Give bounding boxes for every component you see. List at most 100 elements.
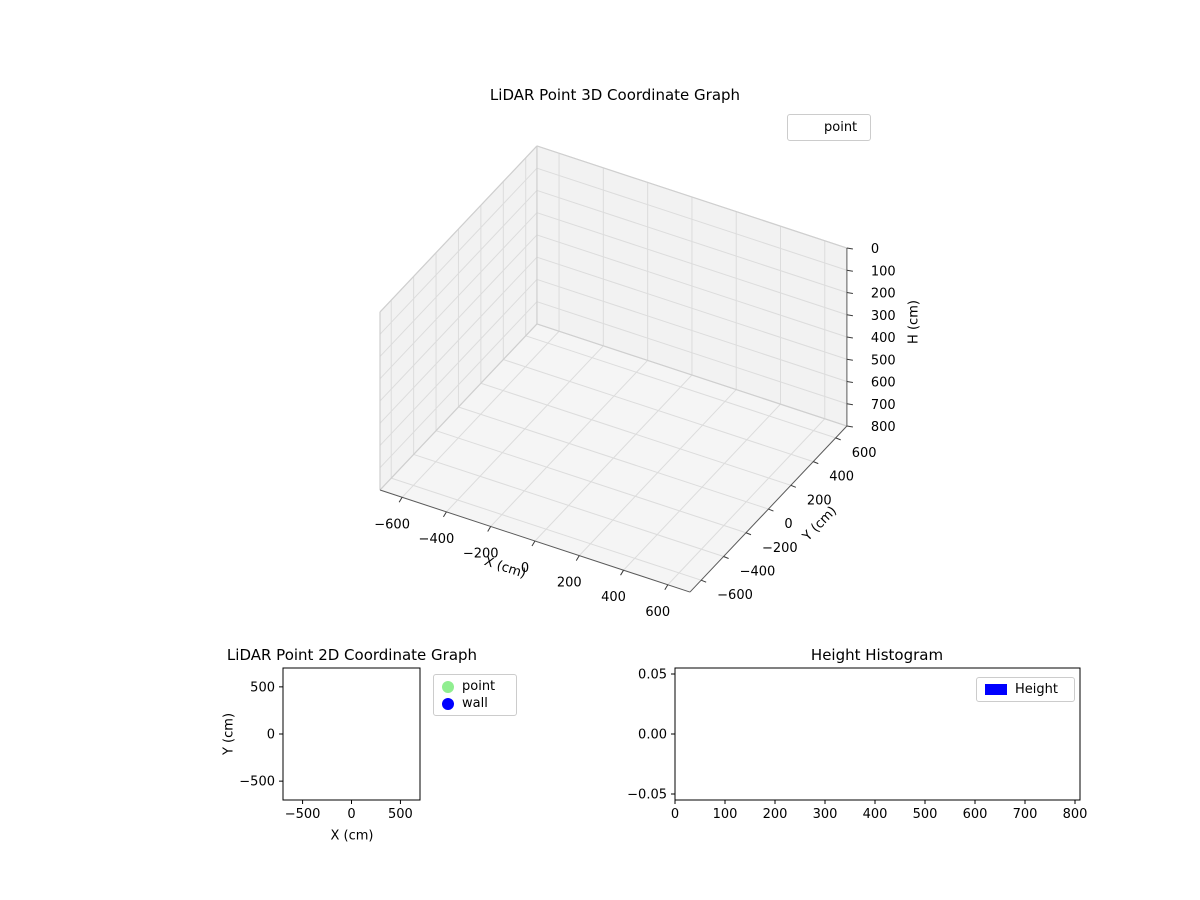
plot3d-title: LiDAR Point 3D Coordinate Graph bbox=[489, 86, 741, 104]
wall-marker-icon bbox=[442, 697, 454, 710]
tick bbox=[531, 540, 536, 547]
tick bbox=[846, 336, 853, 339]
tick bbox=[398, 497, 403, 503]
legend-label: wall bbox=[462, 696, 488, 711]
legend-item-wall: wall bbox=[434, 695, 516, 712]
y-tick-label: 0.05 bbox=[638, 668, 667, 683]
x-tick-label: 300 bbox=[813, 807, 838, 822]
h-tick-label: 700 bbox=[871, 398, 896, 413]
plot3d-legend[interactable]: point bbox=[787, 114, 871, 141]
hist-legend[interactable]: Height bbox=[976, 677, 1075, 702]
plot2d-xlabel: X (cm) bbox=[330, 828, 374, 844]
tick bbox=[768, 508, 774, 512]
x-tick-label: 0 bbox=[521, 561, 529, 576]
point-marker-icon bbox=[796, 122, 816, 134]
gridline bbox=[379, 167, 538, 335]
h-tick-label: 200 bbox=[871, 287, 896, 302]
gridline bbox=[379, 212, 538, 380]
y-tick-label: −0.05 bbox=[627, 788, 667, 803]
y-tick-label: −600 bbox=[717, 588, 753, 603]
axes-frame bbox=[282, 667, 421, 801]
point-marker-icon bbox=[442, 680, 454, 693]
h-tick-label: 400 bbox=[871, 331, 896, 346]
gridline bbox=[379, 256, 538, 424]
tick bbox=[846, 269, 853, 272]
tick bbox=[620, 569, 624, 576]
y-tick-label: −200 bbox=[762, 541, 798, 556]
legend-item-point: point bbox=[434, 678, 516, 695]
tick bbox=[487, 526, 492, 532]
x-tick-label: 200 bbox=[763, 807, 788, 822]
tick bbox=[790, 484, 797, 488]
tick bbox=[745, 532, 752, 536]
x-tick-label: 500 bbox=[913, 807, 938, 822]
x-tick-label: −500 bbox=[285, 807, 321, 822]
x-tick-label: 0 bbox=[347, 807, 355, 822]
plot2d-legend[interactable]: point wall bbox=[433, 674, 517, 716]
tick bbox=[664, 584, 669, 591]
gridline bbox=[536, 278, 848, 382]
pane-edge bbox=[379, 145, 538, 313]
gridline bbox=[536, 301, 848, 405]
gridline bbox=[536, 234, 848, 338]
x-tick-label: 600 bbox=[963, 807, 988, 822]
pane-edge bbox=[379, 323, 538, 491]
gridline bbox=[458, 406, 769, 510]
hist-title: Height Histogram bbox=[810, 646, 944, 664]
x-tick-label: 100 bbox=[713, 807, 738, 822]
x-tick-label: 400 bbox=[601, 590, 626, 605]
x-tick-label: 500 bbox=[388, 807, 413, 822]
tick bbox=[846, 247, 853, 250]
legend-item-height: Height bbox=[977, 681, 1074, 698]
y-tick-label: −400 bbox=[740, 564, 776, 579]
pane-edge bbox=[536, 145, 848, 249]
gridline bbox=[525, 335, 836, 439]
x-tick-label: 400 bbox=[863, 807, 888, 822]
h-tick-label: 500 bbox=[871, 353, 896, 368]
tick bbox=[846, 425, 853, 428]
gridline bbox=[536, 256, 848, 360]
h-tick-label: 600 bbox=[871, 376, 896, 391]
tick bbox=[846, 292, 853, 295]
gridline bbox=[379, 190, 538, 357]
gridline bbox=[503, 359, 814, 463]
x-tick-label: −600 bbox=[374, 517, 410, 532]
tick bbox=[442, 511, 447, 518]
y-tick-label: 600 bbox=[852, 446, 877, 461]
gridline bbox=[379, 234, 538, 402]
x-tick-label: 200 bbox=[557, 576, 582, 591]
h-tick-label: 100 bbox=[871, 264, 896, 279]
x-tick-label: 600 bbox=[645, 605, 670, 620]
x-tick-label: 800 bbox=[1063, 807, 1088, 822]
x-tick-label: −200 bbox=[463, 546, 499, 561]
height-marker-icon bbox=[985, 684, 1007, 695]
tick bbox=[846, 381, 853, 384]
tick bbox=[723, 556, 729, 559]
gridline bbox=[435, 430, 747, 534]
tick bbox=[846, 358, 853, 361]
plot2d-ylabel: Y (cm) bbox=[221, 712, 237, 756]
pane-edge bbox=[536, 323, 848, 427]
tick bbox=[846, 314, 853, 317]
y-tick-label: 500 bbox=[250, 680, 275, 695]
legend-label: Height bbox=[1015, 682, 1058, 697]
gridline bbox=[536, 167, 848, 271]
legend-label: point bbox=[462, 679, 496, 694]
legend-label: point bbox=[824, 120, 858, 135]
y-tick-label: 400 bbox=[829, 470, 854, 485]
gridline bbox=[413, 453, 724, 557]
x-tick-label: 0 bbox=[671, 807, 679, 822]
gridline bbox=[536, 189, 848, 293]
y-tick-label: 0.00 bbox=[638, 728, 667, 743]
gridline bbox=[480, 382, 792, 486]
tick bbox=[575, 555, 580, 561]
h-tick-label: 300 bbox=[871, 309, 896, 324]
gridline bbox=[536, 212, 848, 316]
h-tick-label: 800 bbox=[871, 420, 896, 435]
y-tick-label: −500 bbox=[239, 775, 275, 790]
tick bbox=[846, 403, 853, 406]
plot2d-title: LiDAR Point 2D Coordinate Graph bbox=[226, 646, 478, 664]
y-tick-label: 0 bbox=[267, 728, 275, 743]
